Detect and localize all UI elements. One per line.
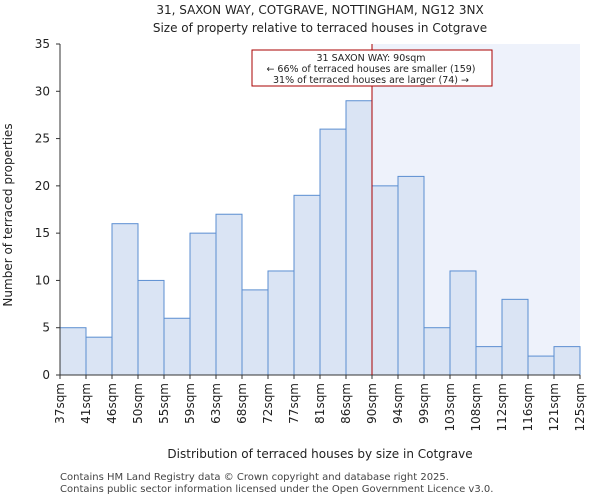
x-tick-label: 77sqm	[287, 383, 301, 424]
bar-72sqm	[267, 270, 295, 376]
bars	[59, 100, 581, 376]
chart-subtitle: Size of property relative to terraced ho…	[153, 21, 487, 35]
y-tick-label: 35	[35, 37, 50, 51]
bar-37sqm	[59, 327, 87, 376]
annotation-line-3: 31% of terraced houses are larger (74) →	[273, 75, 469, 86]
footer-line-1: Contains HM Land Registry data © Crown c…	[60, 472, 449, 483]
x-axis-label: Distribution of terraced houses by size …	[167, 447, 472, 461]
y-axis-label: Number of terraced properties	[1, 123, 15, 306]
x-tick-label: 41sqm	[79, 383, 93, 424]
x-tick-label: 59sqm	[183, 383, 197, 424]
y-ticks: 0 5 10 15 20 25 30 35	[35, 37, 60, 382]
x-ticks: 37sqm 41sqm 46sqm 50sqm 55sqm 59sqm 63sqm 68sqm…	[53, 375, 587, 431]
bar-90sqm	[371, 185, 399, 376]
y-tick-label: 20	[35, 179, 50, 193]
bar-50sqm	[137, 279, 165, 376]
x-tick-label: 94sqm	[391, 383, 405, 424]
bar-86sqm	[345, 100, 373, 376]
bar-63sqm	[215, 213, 243, 376]
bar-94sqm	[397, 175, 425, 376]
x-tick-label: 63sqm	[209, 383, 223, 424]
x-tick-label: 121sqm	[547, 383, 561, 431]
y-tick-label: 10	[35, 273, 50, 287]
x-tick-label: 99sqm	[417, 383, 431, 424]
y-tick-label: 30	[35, 84, 50, 98]
x-tick-label: 125sqm	[573, 383, 587, 431]
bar-46sqm	[111, 223, 139, 376]
y-tick-label: 0	[42, 368, 50, 382]
x-tick-label: 72sqm	[261, 383, 275, 424]
bar-55sqm	[163, 317, 191, 376]
bar-41sqm	[85, 336, 113, 376]
bar-59sqm	[189, 232, 217, 376]
bar-108sqm	[475, 346, 503, 376]
bar-81sqm	[319, 128, 347, 376]
x-tick-label: 46sqm	[105, 383, 119, 424]
y-tick-label: 15	[35, 226, 50, 240]
x-tick-label: 108sqm	[469, 383, 483, 431]
x-tick-label: 86sqm	[339, 383, 353, 424]
bar-99sqm	[423, 327, 451, 376]
x-tick-label: 55sqm	[157, 383, 171, 424]
annotation-line-1: 31 SAXON WAY: 90sqm	[316, 53, 425, 64]
bar-116sqm	[527, 355, 555, 376]
x-tick-label: 90sqm	[365, 383, 379, 424]
x-tick-label: 68sqm	[235, 383, 249, 424]
bar-121sqm	[553, 346, 581, 376]
bar-103sqm	[449, 270, 477, 376]
x-tick-label: 37sqm	[53, 383, 67, 424]
bar-112sqm	[501, 298, 529, 376]
x-tick-label: 81sqm	[313, 383, 327, 424]
bar-68sqm	[241, 289, 269, 376]
annotation-box: 31 SAXON WAY: 90sqm ← 66% of terraced ho…	[251, 49, 493, 87]
x-tick-label: 50sqm	[131, 383, 145, 424]
x-tick-label: 103sqm	[443, 383, 457, 431]
y-tick-label: 5	[42, 321, 50, 335]
x-tick-label: 116sqm	[521, 383, 535, 431]
footer-line-2: Contains public sector information licen…	[60, 484, 494, 495]
bar-77sqm	[293, 194, 321, 376]
chart-title: 31, SAXON WAY, COTGRAVE, NOTTINGHAM, NG1…	[156, 3, 483, 17]
x-tick-label: 112sqm	[495, 383, 509, 431]
annotation-line-2: ← 66% of terraced houses are smaller (15…	[266, 64, 475, 75]
y-tick-label: 25	[35, 132, 50, 146]
